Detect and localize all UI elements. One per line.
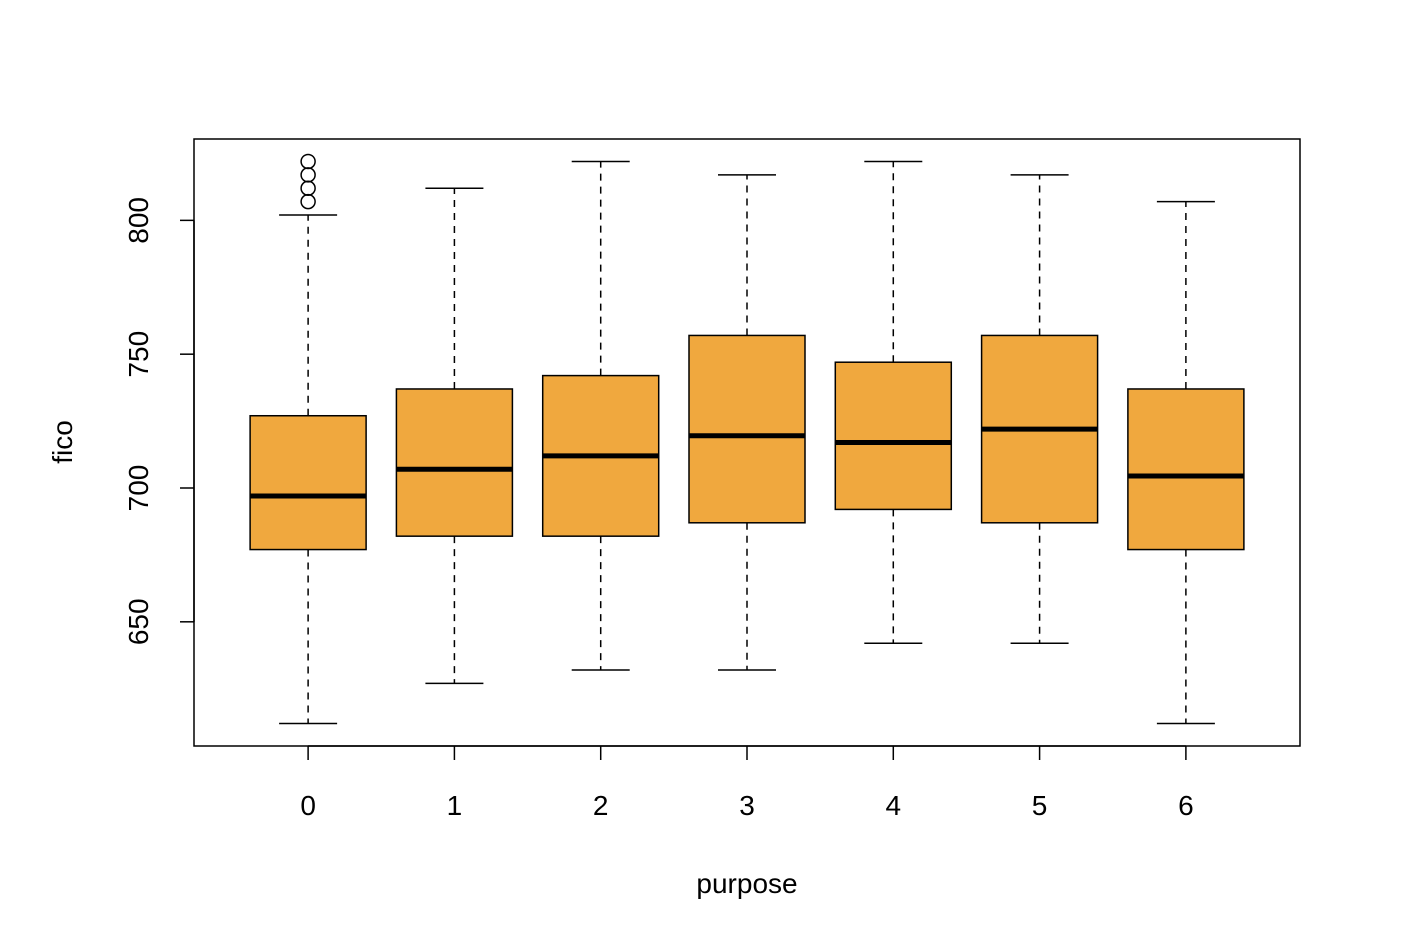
x-tick-label: 6 xyxy=(1178,790,1194,821)
y-axis: 650 700 750 800 xyxy=(123,197,195,645)
x-tick-label: 1 xyxy=(447,790,463,821)
box-group-6 xyxy=(1127,200,1245,725)
outlier-point xyxy=(300,180,316,196)
x-tick-label: 4 xyxy=(886,790,902,821)
x-axis: 0 1 2 3 4 5 6 xyxy=(300,745,1194,821)
outlier-point xyxy=(300,153,316,170)
outlier-point xyxy=(300,193,316,210)
y-tick-label: 700 xyxy=(123,465,154,512)
y-tick-label: 650 xyxy=(123,598,154,645)
x-axis-label: purpose xyxy=(696,868,797,899)
x-tick-label: 2 xyxy=(593,790,609,821)
iqr-box xyxy=(834,361,953,511)
iqr-box xyxy=(249,414,367,551)
box-group-3 xyxy=(688,174,806,671)
iqr-box xyxy=(395,388,514,537)
y-tick-label: 800 xyxy=(123,197,154,244)
y-axis-label: fico xyxy=(47,420,78,464)
x-tick-label: 5 xyxy=(1032,790,1048,821)
box-group-5 xyxy=(980,174,1099,644)
outlier-point xyxy=(300,167,316,183)
box-group-0 xyxy=(249,153,367,725)
iqr-box xyxy=(688,334,806,524)
box-group-1 xyxy=(395,187,514,685)
y-tick-label: 750 xyxy=(123,331,154,378)
iqr-box xyxy=(1127,388,1245,551)
boxes-layer xyxy=(249,153,1245,725)
box-group-2 xyxy=(541,160,660,671)
x-tick-label: 3 xyxy=(739,790,755,821)
x-tick-label: 0 xyxy=(300,790,316,821)
box-group-4 xyxy=(834,160,953,644)
